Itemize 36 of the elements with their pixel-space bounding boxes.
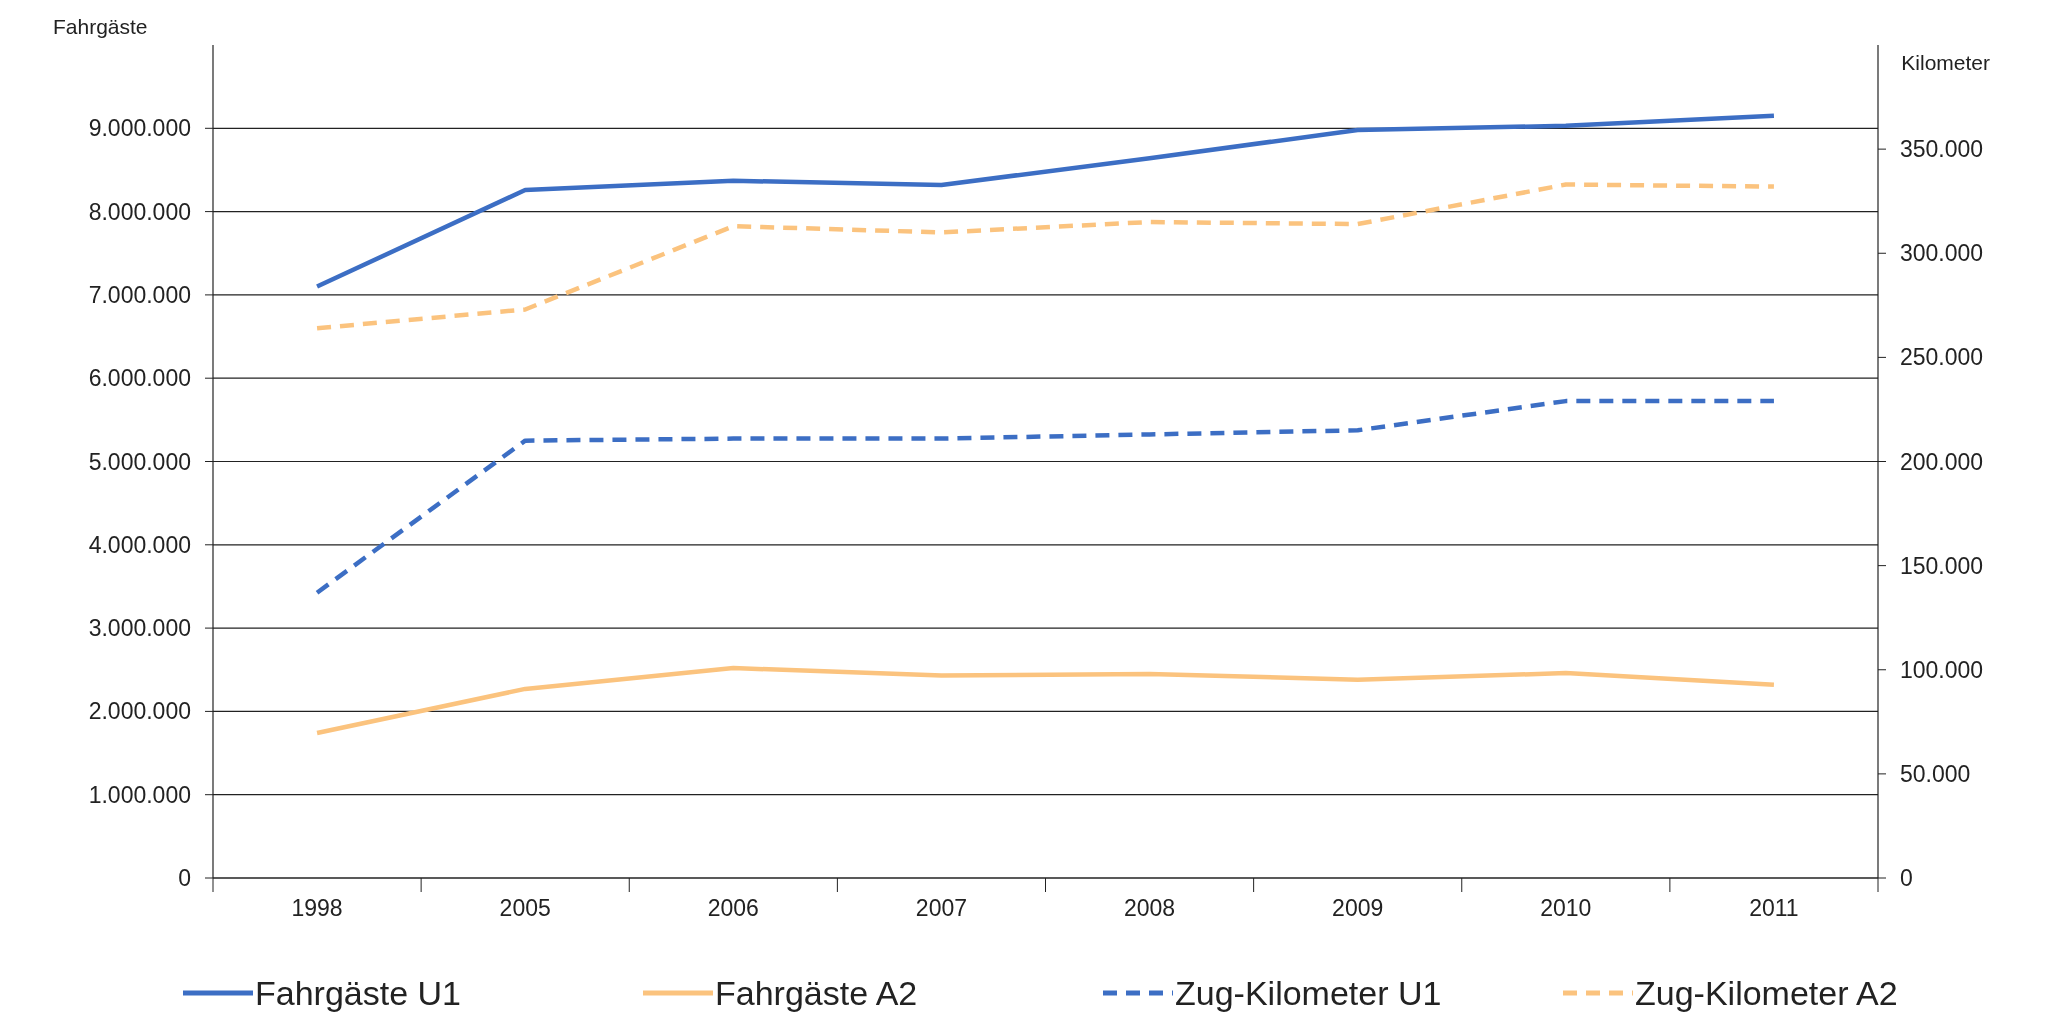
line-series	[314, 665, 1777, 736]
y2-axis-title: Kilometer	[1901, 51, 1990, 74]
y-tick-label: 4.000.000	[88, 531, 191, 558]
x-tick-label: 2008	[1123, 895, 1176, 921]
legend-label: Zug-Kilometer A2	[1635, 973, 1898, 1012]
y-tick-label: 8.000.000	[88, 198, 191, 225]
y-tick-label: 7.000.000	[88, 281, 191, 308]
x-tick-label: 2009	[1332, 895, 1384, 921]
x-tick-label: 2006	[707, 895, 759, 921]
y2-tick-label: 150.000	[1900, 552, 1984, 579]
y-tick-label: 1.000.000	[88, 781, 191, 808]
y2-tick-label: 0	[1900, 865, 1913, 892]
y-tick-label: 9.000.000	[88, 115, 191, 142]
line-series	[314, 182, 1777, 331]
x-tick-label: 2005	[499, 895, 551, 921]
y2-tick-label: 100.000	[1900, 656, 1984, 683]
line-series	[314, 398, 1777, 595]
y-tick-label: 2.000.000	[88, 698, 191, 725]
legend-label: Fahrgäste U1	[255, 973, 461, 1012]
y-axis-title: Fahrgäste	[53, 15, 148, 38]
line-series	[314, 113, 1777, 289]
x-tick-label: 2011	[1749, 895, 1799, 921]
y-tick-label: 3.000.000	[88, 615, 191, 642]
x-tick-label: 2007	[915, 895, 968, 921]
y-tick-label: 5.000.000	[88, 448, 191, 475]
x-tick-label: 2010	[1540, 895, 1592, 921]
y2-tick-label: 300.000	[1900, 240, 1984, 267]
y2-tick-label: 50.000	[1900, 760, 1971, 787]
y-tick-label: 0	[178, 865, 191, 892]
y-tick-label: 6.000.000	[88, 365, 191, 392]
x-tick-label: 1998	[291, 895, 343, 921]
y2-tick-label: 250.000	[1900, 344, 1984, 371]
legend-label: Zug-Kilometer U1	[1175, 973, 1442, 1012]
y2-tick-label: 200.000	[1900, 448, 1984, 475]
y2-tick-label: 350.000	[1900, 136, 1984, 163]
legend-label: Fahrgäste A2	[715, 973, 918, 1012]
